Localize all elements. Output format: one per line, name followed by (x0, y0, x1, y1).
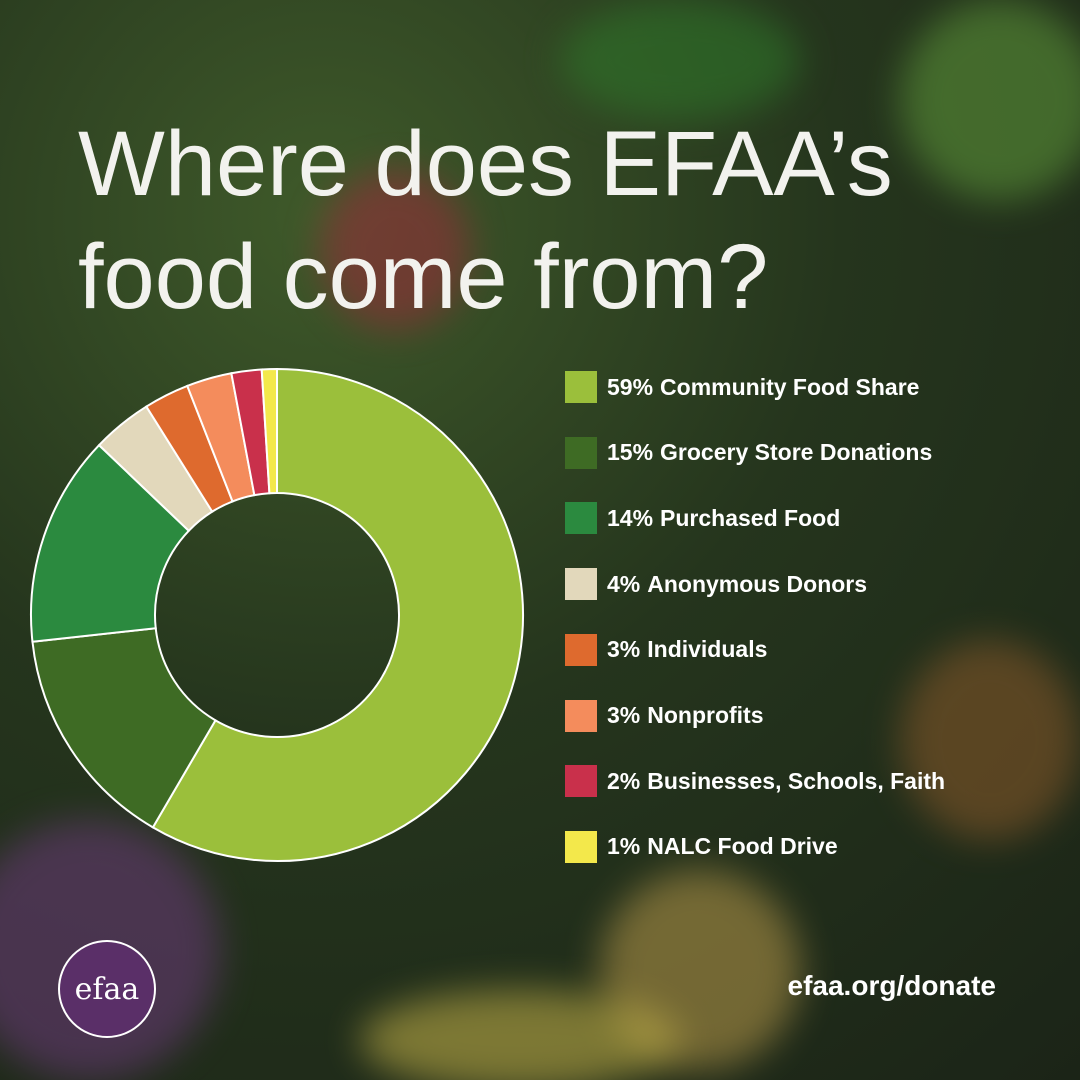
legend-swatch (565, 765, 597, 798)
legend-label: NALC Food Drive (647, 833, 838, 860)
legend-swatch (565, 568, 597, 601)
legend-item: 3% Individuals (565, 633, 768, 666)
donut-slice (260, 367, 278, 495)
legend-value: 3% (607, 702, 641, 728)
background-shape (360, 990, 680, 1080)
legend-item: 3% Nonprofits (565, 699, 764, 732)
legend-label: Anonymous Donors (647, 570, 868, 597)
background-shape (320, 170, 470, 330)
logo: efaa (58, 940, 156, 1038)
legend-value: 1% (607, 833, 641, 860)
donut-slice (31, 627, 217, 829)
legend-swatch (565, 502, 597, 535)
legend-item: 15% Grocery Store Donations (565, 436, 933, 469)
legend-item: 59% Community Food Share (565, 371, 919, 403)
background-shape (560, 0, 800, 120)
legend-item: 4% Anonymous Donors (565, 568, 868, 601)
legend-item: 2% Businesses, Schools, Faith (565, 765, 946, 798)
legend-label: Grocery Store Donations (660, 439, 933, 466)
legend-value: 15% (607, 439, 654, 466)
donut-slice (151, 367, 524, 862)
legend-label: Purchased Food (660, 504, 841, 531)
background-shape (900, 0, 1080, 200)
legend-label: Nonprofits (647, 702, 764, 728)
legend-value: 4% (607, 570, 641, 597)
background-shape (900, 640, 1080, 840)
legend-item: 1% NALC Food Drive (565, 830, 838, 863)
legend-value: 3% (607, 636, 641, 663)
legend-swatch (565, 633, 597, 666)
legend-value: 59% (607, 373, 654, 400)
legend-swatch (565, 371, 597, 403)
legend-value: 2% (607, 767, 641, 794)
legend-swatch (565, 830, 597, 863)
donate-link[interactable]: efaa.org/donate (787, 970, 996, 1001)
legend-value: 14% (607, 504, 654, 531)
legend-swatch (565, 436, 597, 469)
legend-label: Community Food Share (660, 373, 920, 400)
legend-swatch (565, 699, 597, 732)
title: Where does EFAA’s food come from? (78, 113, 893, 329)
legend-item: 14% Purchased Food (565, 502, 841, 535)
legend-label: Businesses, Schools, Faith (647, 767, 946, 794)
legend-label: Individuals (647, 636, 768, 663)
